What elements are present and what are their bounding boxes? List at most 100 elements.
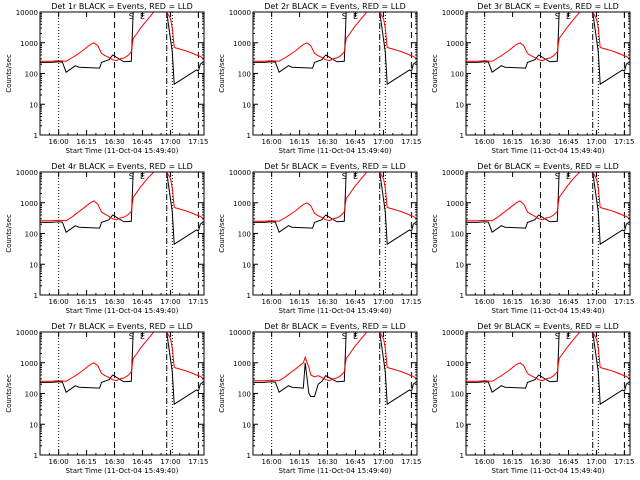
x-tick-label: 16:45 bbox=[558, 458, 578, 466]
event-marker-s: S bbox=[342, 172, 347, 181]
series-line-lld bbox=[40, 172, 204, 222]
y-axis-label: Counts/sec bbox=[5, 214, 13, 253]
x-axis-label: Start Time (11-Oct-04 15:49:40) bbox=[492, 307, 605, 315]
series-line-events bbox=[253, 172, 417, 246]
y-tick-label: 10 bbox=[29, 101, 38, 109]
chart-title: Det 2r BLACK = Events, RED = LLD bbox=[264, 2, 406, 11]
y-tick-label: 100 bbox=[25, 231, 38, 239]
y-axis-label: Counts/sec bbox=[431, 374, 439, 413]
y-axis-label: Counts/sec bbox=[5, 374, 13, 413]
y-tick-label: 10000 bbox=[229, 169, 251, 177]
plot-frame bbox=[39, 171, 205, 296]
chart-panel-det-7: Det 7r BLACK = Events, RED = LLDSE110100… bbox=[5, 322, 209, 475]
x-tick-label: 16:30 bbox=[104, 458, 124, 466]
x-axis-label: Start Time (11-Oct-04 15:49:40) bbox=[66, 467, 179, 475]
x-tick-label: 16:30 bbox=[317, 458, 337, 466]
plot-frame bbox=[39, 11, 205, 136]
series-line-events bbox=[40, 332, 204, 406]
chart-title: Det 3r BLACK = Events, RED = LLD bbox=[477, 2, 619, 11]
y-tick-label: 1000 bbox=[20, 200, 38, 208]
y-tick-label: 10000 bbox=[229, 9, 251, 17]
event-marker-s: S bbox=[555, 12, 560, 21]
y-tick-label: 100 bbox=[451, 231, 464, 239]
y-tick-label: 10 bbox=[455, 101, 464, 109]
x-tick-label: 16:45 bbox=[345, 138, 365, 146]
y-tick-label: 1000 bbox=[446, 200, 464, 208]
x-tick-label: 16:30 bbox=[104, 298, 124, 306]
y-axis-label: Counts/sec bbox=[218, 374, 226, 413]
series-line-lld bbox=[253, 12, 417, 62]
chart-title: Det 7r BLACK = Events, RED = LLD bbox=[51, 322, 193, 331]
x-tick-label: 16:30 bbox=[530, 138, 550, 146]
y-tick-label: 1 bbox=[34, 452, 38, 460]
x-tick-label: 16:15 bbox=[502, 458, 522, 466]
y-tick-label: 1000 bbox=[446, 40, 464, 48]
x-tick-label: 17:15 bbox=[614, 458, 634, 466]
series-line-lld bbox=[466, 172, 630, 222]
y-tick-label: 10000 bbox=[442, 9, 464, 17]
plot-frame bbox=[252, 331, 418, 456]
y-tick-label: 10000 bbox=[229, 329, 251, 337]
series-group bbox=[40, 332, 204, 406]
x-tick-label: 16:45 bbox=[345, 458, 365, 466]
y-tick-label: 10 bbox=[455, 421, 464, 429]
y-tick-label: 10 bbox=[242, 421, 251, 429]
chart-panel-det-9: Det 9r BLACK = Events, RED = LLDSE110100… bbox=[431, 322, 635, 475]
x-tick-label: 16:45 bbox=[558, 138, 578, 146]
chart-title: Det 9r BLACK = Events, RED = LLD bbox=[477, 322, 619, 331]
x-tick-label: 17:00 bbox=[160, 138, 180, 146]
chart-title: Det 6r BLACK = Events, RED = LLD bbox=[477, 162, 619, 171]
x-axis-label: Start Time (11-Oct-04 15:49:40) bbox=[279, 147, 392, 155]
x-tick-label: 17:00 bbox=[586, 298, 606, 306]
chart-panel-det-8: Det 8r BLACK = Events, RED = LLDSE110100… bbox=[218, 322, 422, 475]
x-tick-label: 16:30 bbox=[530, 458, 550, 466]
plot-frame bbox=[252, 11, 418, 136]
y-tick-label: 1 bbox=[247, 132, 251, 140]
x-tick-label: 17:15 bbox=[188, 138, 208, 146]
x-axis-label: Start Time (11-Oct-04 15:49:40) bbox=[66, 307, 179, 315]
plot-frame bbox=[465, 11, 631, 136]
x-tick-label: 16:00 bbox=[49, 458, 69, 466]
y-tick-label: 100 bbox=[238, 231, 251, 239]
event-marker-s: S bbox=[342, 12, 347, 21]
x-tick-label: 16:45 bbox=[132, 298, 152, 306]
y-tick-label: 10 bbox=[29, 261, 38, 269]
y-tick-label: 1000 bbox=[233, 40, 251, 48]
series-group bbox=[253, 172, 417, 246]
event-marker-s: S bbox=[555, 172, 560, 181]
event-marker-s: S bbox=[129, 172, 134, 181]
y-tick-label: 100 bbox=[25, 391, 38, 399]
event-marker-s: S bbox=[129, 332, 134, 341]
plot-frame bbox=[252, 171, 418, 296]
y-tick-label: 1 bbox=[460, 452, 464, 460]
y-tick-label: 10 bbox=[242, 101, 251, 109]
x-tick-label: 17:15 bbox=[614, 298, 634, 306]
y-tick-label: 1000 bbox=[233, 360, 251, 368]
x-tick-label: 16:00 bbox=[262, 298, 282, 306]
chart-panel-det-3: Det 3r BLACK = Events, RED = LLDSE110100… bbox=[431, 2, 635, 155]
y-tick-label: 100 bbox=[238, 71, 251, 79]
event-marker-s: S bbox=[129, 12, 134, 21]
plot-frame bbox=[465, 331, 631, 456]
chart-panel-det-6: Det 6r BLACK = Events, RED = LLDSE110100… bbox=[431, 162, 635, 315]
y-tick-label: 1000 bbox=[20, 360, 38, 368]
y-tick-label: 1 bbox=[460, 132, 464, 140]
series-group bbox=[466, 12, 630, 86]
y-axis-label: Counts/sec bbox=[431, 214, 439, 253]
x-axis-label: Start Time (11-Oct-04 15:49:40) bbox=[66, 147, 179, 155]
x-tick-label: 16:45 bbox=[345, 298, 365, 306]
y-tick-label: 1 bbox=[34, 292, 38, 300]
y-tick-label: 100 bbox=[451, 71, 464, 79]
y-tick-label: 1 bbox=[247, 452, 251, 460]
x-tick-label: 16:00 bbox=[475, 298, 495, 306]
x-tick-label: 17:15 bbox=[401, 458, 421, 466]
y-tick-label: 10000 bbox=[16, 329, 38, 337]
x-axis-label: Start Time (11-Oct-04 15:49:40) bbox=[492, 147, 605, 155]
x-tick-label: 17:00 bbox=[586, 138, 606, 146]
y-tick-label: 10000 bbox=[442, 169, 464, 177]
series-line-events bbox=[40, 12, 204, 86]
series-group bbox=[253, 12, 417, 86]
x-tick-label: 16:00 bbox=[475, 458, 495, 466]
y-tick-label: 100 bbox=[25, 71, 38, 79]
